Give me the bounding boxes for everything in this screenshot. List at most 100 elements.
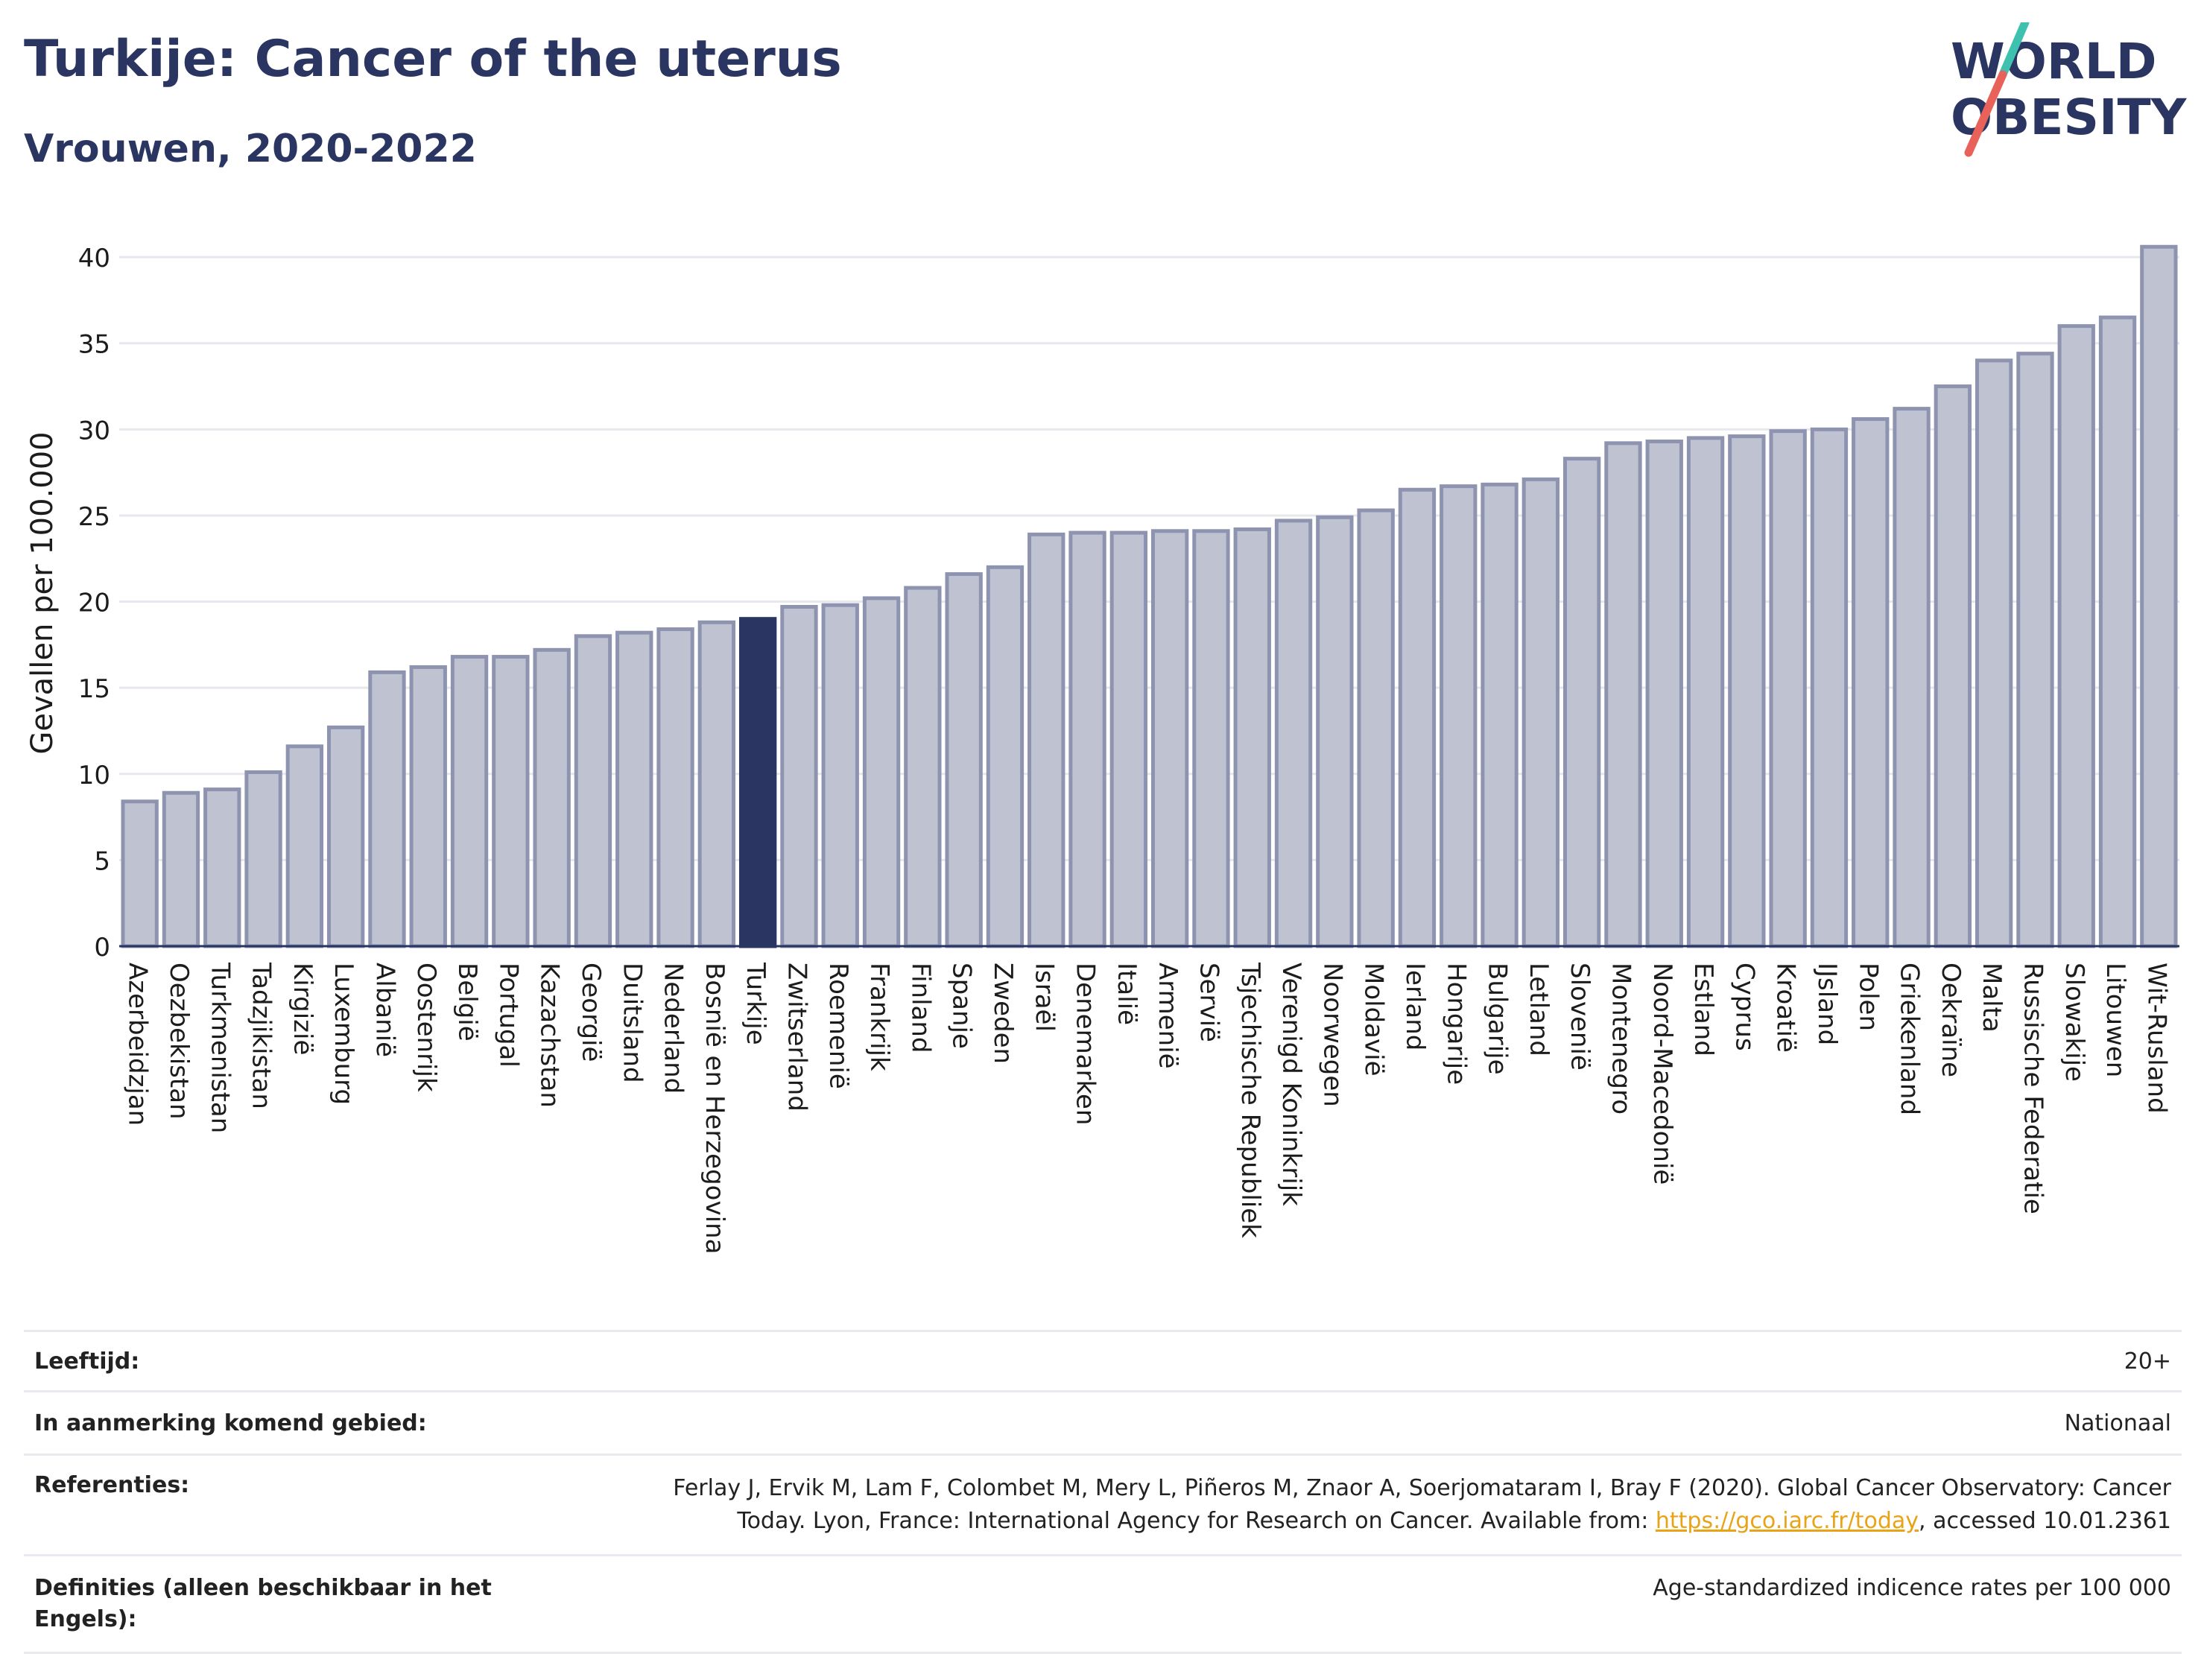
x-tick-label: Tsjechische Republiek [1235,962,1265,1238]
bar [244,770,282,948]
x-tick-label: Kirgizië [288,963,317,1055]
x-tick-label: Oekraïne [1936,963,1966,1077]
bar [1562,457,1601,948]
x-tick-labels: Azerbeidzjan Oezbekistan Turkmenistan Tadzj… [123,962,2172,1254]
bar [1357,508,1395,948]
x-tick-label: Slowakije [2059,963,2089,1082]
x-tick-label: Litouwen [2100,963,2130,1077]
bar [1686,436,1725,948]
info-label-references: Referenties: [34,1472,190,1498]
bar [2057,324,2095,948]
x-tick-label: Wit-Rusland [2141,963,2171,1114]
bar [1316,515,1354,948]
y-axis-label: Gevallen per 100.000 [25,431,60,754]
bar [285,744,324,948]
x-tick-label: Hongarije [1441,963,1471,1085]
info-row-references: Referenties: Ferlay J, Ervik M, Lam F, C… [24,1454,2182,1554]
x-tick-label: Finland [905,963,935,1053]
bar [1192,529,1230,948]
bar [2016,352,2054,948]
y-tick-label: 35 [78,330,110,360]
bar [945,572,983,948]
logo-line1: WORLD [1951,33,2157,90]
bar [121,799,159,948]
bar-highlighted [738,617,777,948]
x-tick-label: Armenië [1153,963,1182,1069]
x-tick-label: Slovenië [1565,963,1595,1071]
x-tick-label: Ierland [1400,963,1430,1050]
bar [1728,434,1766,948]
chart-subtitle: Vrouwen, 2020-2022 [24,127,477,171]
x-tick-label: Zweden [988,963,1018,1064]
bar [409,665,447,948]
x-tick-label: Portugal [493,963,523,1068]
info-row-age: Leeftijd: 20+ [24,1330,2182,1390]
bar [1604,441,1642,948]
bar [162,790,200,948]
bar [203,787,241,948]
bar-chart: 0 5 10 15 20 25 30 35 40 Azerbeidzjan Oezbekistan… [25,244,2179,1254]
x-tick-label: Malta [1977,963,2007,1033]
x-tick-label: Denemarken [1071,963,1101,1125]
x-tick-label: Polen [1853,963,1883,1031]
bar [1934,384,1972,948]
x-tick-label: Azerbeidzjan [123,963,153,1126]
bar [1975,358,2013,948]
y-tick-label: 30 [78,416,110,446]
bar [1440,484,1478,948]
info-value-definitions: Age-standardized indicence rates per 100… [1653,1575,2171,1601]
reference-accessed: , accessed 10.01.2361 [1919,1508,2171,1534]
x-tick-label: Oostenrijk [411,963,441,1092]
info-value-age: 20+ [2124,1348,2171,1375]
bar [615,630,653,948]
y-tick-label: 20 [78,589,110,618]
bar [1109,530,1148,948]
x-tick-label: Estland [1688,963,1718,1056]
x-tick-label: Nederland [659,963,688,1094]
bars [121,244,2178,948]
bar [1233,527,1271,948]
bar [368,670,406,948]
bar [904,586,942,948]
y-tick-label: 40 [78,244,110,273]
x-tick-label: IJsland [1812,963,1842,1045]
info-label-age: Leeftijd: [34,1348,140,1375]
y-tick-label: 15 [78,674,110,704]
info-value-area: Nationaal [2064,1410,2171,1436]
x-tick-label: Italië [1112,963,1141,1025]
y-tick-label: 0 [94,933,110,963]
bar [1068,530,1106,948]
x-tick-label: Russische Federatie [2018,963,2048,1214]
x-tick-label: Duitsland [617,963,647,1083]
bar [656,627,694,948]
x-tick-label: Georgië [576,963,606,1062]
x-tick-label: Noord-Macedonië [1647,963,1677,1185]
bar [1810,427,1849,948]
x-tick-label: Bulgarije [1483,963,1513,1075]
x-tick-label: Servië [1194,963,1223,1042]
x-tick-label: Montenegro [1606,963,1635,1115]
bar [1027,532,1065,948]
x-tick-label: Luxemburg [329,963,358,1105]
bar [2140,244,2178,948]
info-label-definitions: Definities (alleen beschikbaar in het En… [34,1575,492,1632]
bar [492,655,530,948]
bar [1398,487,1437,948]
info-label-area: In aanmerking komend gebied: [34,1410,427,1436]
x-tick-label: Israël [1029,963,1059,1032]
x-tick-label: Cyprus [1729,963,1759,1051]
logo-slash-top [1998,22,2030,79]
x-tick-label: Moldavië [1359,963,1389,1077]
x-tick-label: Kroatië [1771,963,1801,1053]
info-row-definitions: Definities (alleen beschikbaar in het En… [24,1554,2182,1654]
reference-link[interactable]: https://gco.iarc.fr/today [1655,1508,1919,1534]
info-table: Leeftijd: 20+ In aanmerking komend gebie… [24,1330,2182,1654]
bar [1521,477,1560,948]
x-tick-label: Frankrijk [864,963,894,1071]
bar [862,596,901,948]
x-tick-label: Albanië [370,963,399,1057]
x-tick-label: Letland [1524,963,1554,1056]
bar [780,604,818,948]
bar [697,620,736,948]
x-tick-label: Noorwegen [1317,963,1347,1107]
